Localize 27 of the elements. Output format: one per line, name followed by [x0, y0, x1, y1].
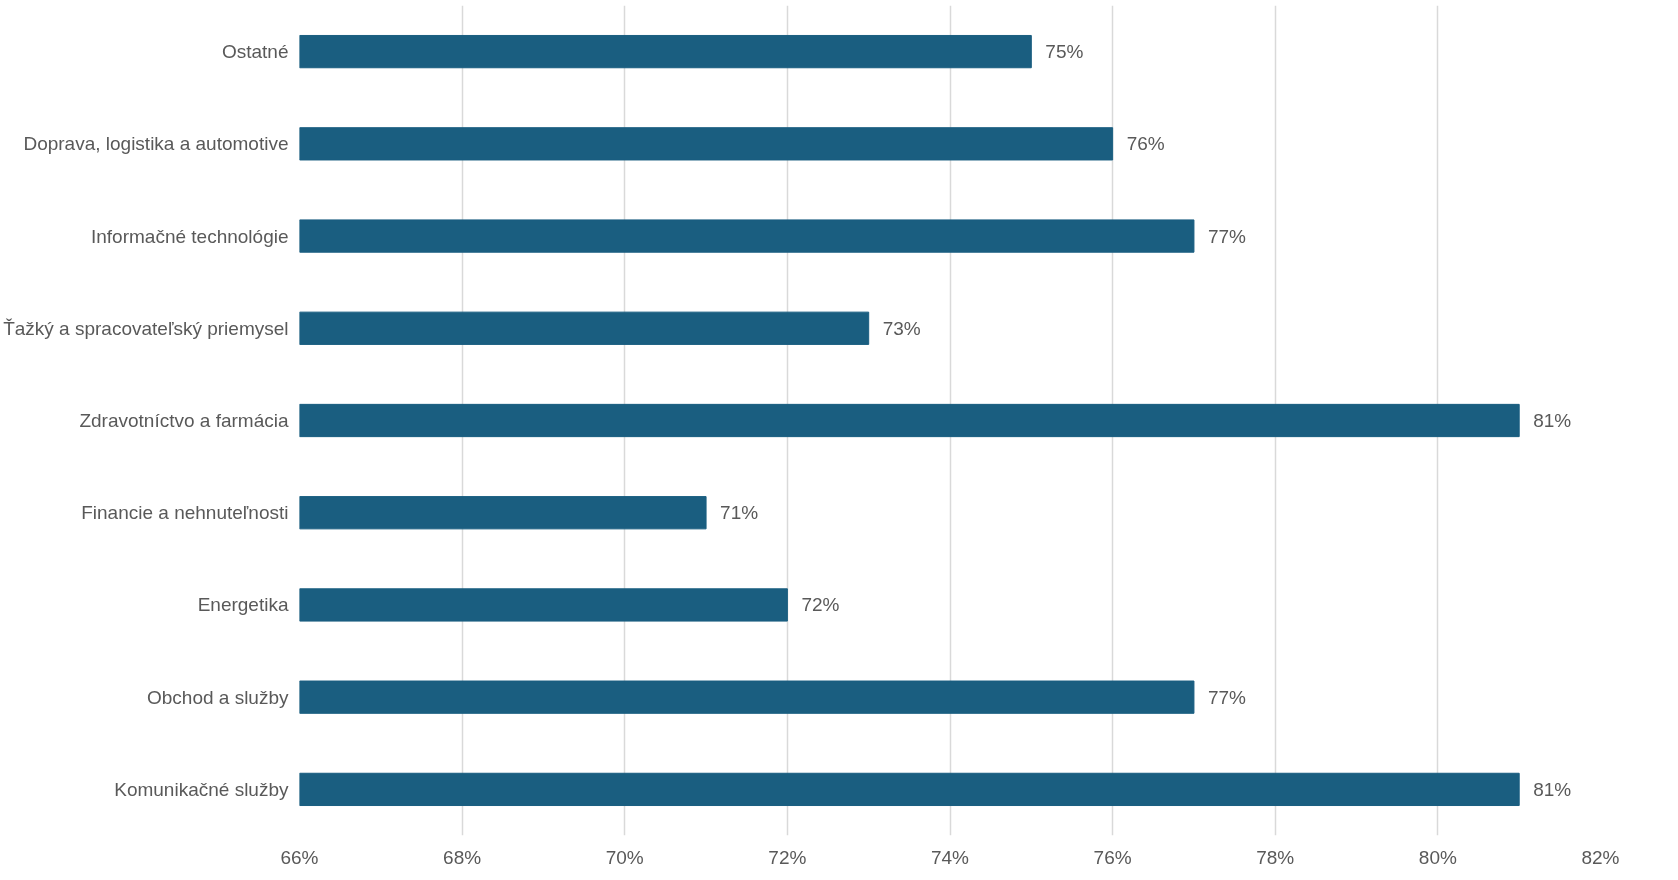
x-tick-label: 66% — [280, 846, 319, 868]
x-tick-label: 72% — [768, 846, 807, 868]
x-tick-label: 70% — [605, 846, 644, 868]
data-label: 75% — [1045, 41, 1084, 63]
y-tick-label: Financie a nehnuteľnosti — [81, 502, 289, 524]
y-tick-label: Informačné technológie — [90, 225, 289, 247]
y-tick-label: Ťažký a spracovateľský priemysel — [3, 317, 289, 339]
x-tick-label: 68% — [443, 846, 482, 868]
data-label: 77% — [1207, 225, 1247, 247]
y-tick-label: Doprava, logistika a automotive — [23, 133, 289, 155]
data-label: 73% — [882, 317, 921, 339]
data-label: 72% — [801, 594, 840, 616]
data-label: 77% — [1207, 686, 1247, 708]
x-tick-label: 76% — [1093, 846, 1132, 868]
y-tick-label: Komunikačné služby — [114, 778, 289, 800]
y-tick-label: Zdravotníctvo a farmácia — [79, 410, 289, 431]
data-label: 76% — [1126, 133, 1165, 155]
data-label: 71% — [720, 502, 759, 524]
x-tick-label: 80% — [1418, 846, 1457, 868]
data-label: 81% — [1533, 410, 1572, 431]
x-tick-label: 82% — [1581, 846, 1620, 868]
y-tick-label: Obchod a služby — [146, 686, 289, 708]
y-tick-label: Energetika — [197, 594, 289, 616]
x-tick-label: 74% — [930, 846, 970, 868]
y-tick-label: Ostatné — [221, 41, 289, 63]
x-tick-label: 78% — [1256, 846, 1295, 868]
data-label: 81% — [1533, 778, 1572, 800]
